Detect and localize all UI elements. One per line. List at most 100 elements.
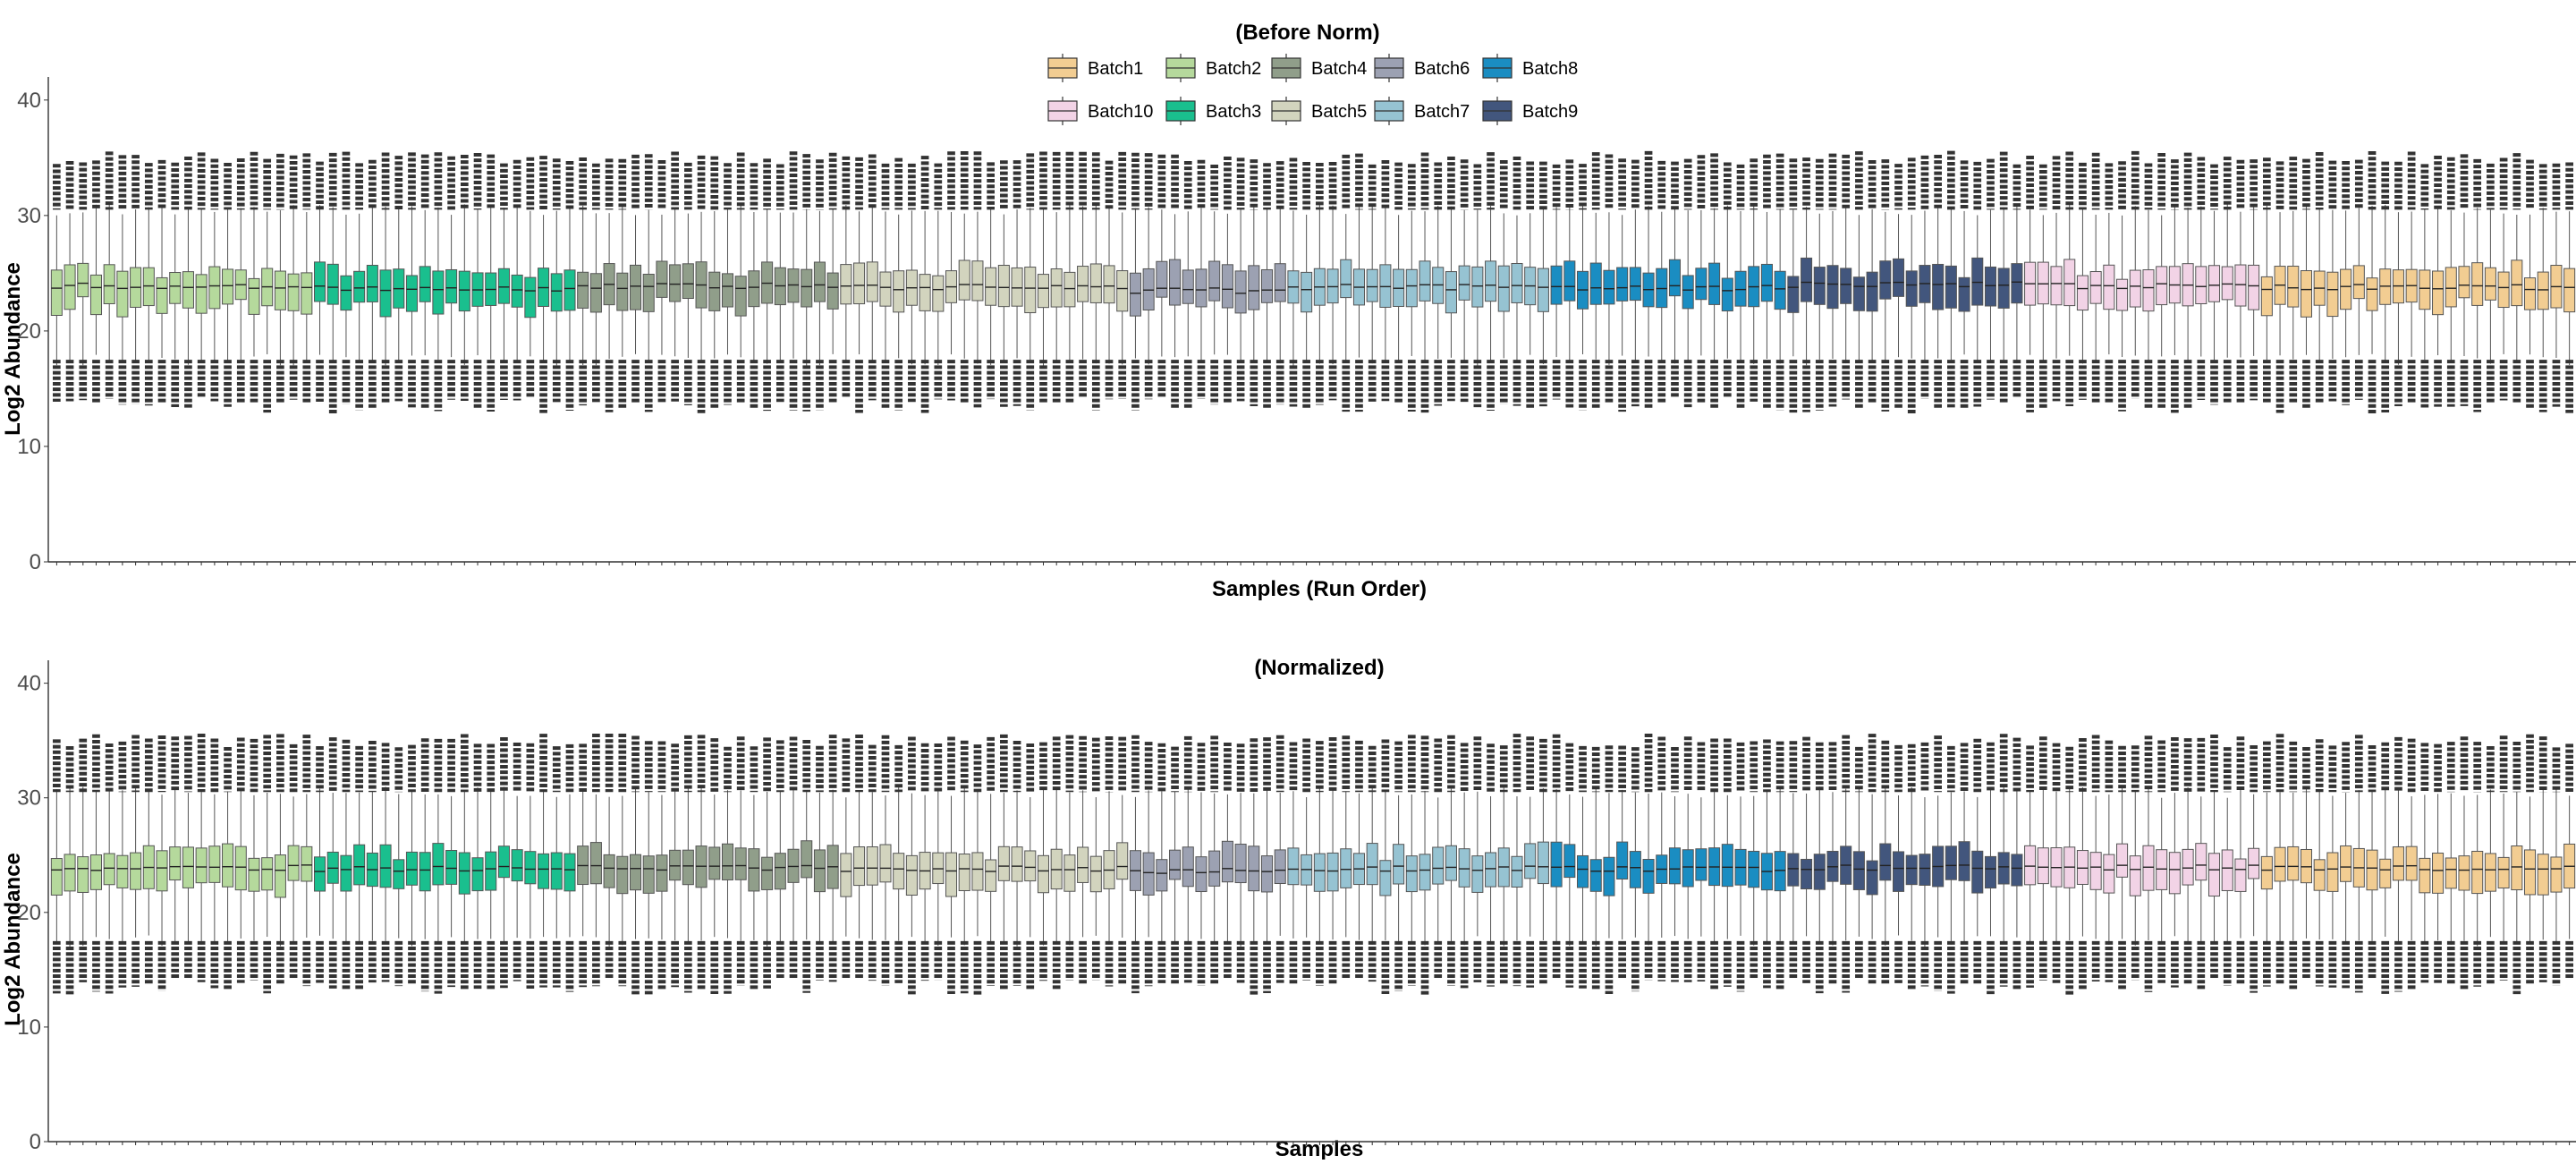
box-body bbox=[2523, 849, 2537, 896]
box bbox=[1682, 736, 1694, 982]
box bbox=[2142, 163, 2155, 410]
box-body bbox=[103, 853, 115, 886]
box bbox=[1826, 742, 1839, 984]
box-body bbox=[1840, 268, 1852, 304]
box-body bbox=[708, 846, 721, 880]
box bbox=[2497, 157, 2510, 401]
box-body bbox=[1760, 263, 1773, 302]
box-body bbox=[1511, 855, 1523, 888]
box-body bbox=[142, 267, 155, 307]
box bbox=[2076, 162, 2089, 400]
box bbox=[1195, 159, 1208, 400]
box bbox=[195, 734, 208, 982]
box bbox=[524, 743, 537, 989]
box bbox=[550, 746, 563, 988]
box bbox=[2116, 161, 2129, 412]
box bbox=[419, 154, 431, 410]
box bbox=[182, 735, 194, 980]
box bbox=[2419, 164, 2431, 408]
box-body bbox=[2550, 856, 2563, 893]
box bbox=[1208, 164, 1221, 405]
box bbox=[669, 743, 682, 988]
box-body bbox=[2182, 848, 2194, 886]
box-body bbox=[642, 274, 655, 312]
box-body bbox=[2011, 263, 2023, 304]
box bbox=[234, 158, 247, 404]
box bbox=[866, 744, 878, 981]
box bbox=[840, 738, 852, 980]
box bbox=[1445, 156, 1457, 402]
box bbox=[1497, 745, 1510, 985]
box bbox=[748, 163, 760, 410]
box-body bbox=[813, 849, 826, 893]
box bbox=[1221, 156, 1233, 404]
box bbox=[1129, 735, 1141, 994]
box-body bbox=[1195, 268, 1208, 308]
box-body bbox=[2471, 850, 2484, 895]
box bbox=[1603, 154, 1615, 404]
box-body bbox=[458, 270, 470, 312]
box-body bbox=[1971, 257, 1984, 306]
box bbox=[1787, 158, 1800, 413]
box-body bbox=[2129, 855, 2141, 896]
box bbox=[721, 163, 734, 405]
box bbox=[2379, 161, 2392, 413]
box bbox=[866, 154, 878, 401]
box bbox=[222, 747, 234, 990]
box bbox=[2523, 734, 2537, 986]
box bbox=[2221, 157, 2233, 404]
box bbox=[1485, 152, 1497, 411]
box bbox=[2234, 159, 2247, 404]
box bbox=[1340, 154, 1352, 412]
box bbox=[550, 158, 563, 403]
box bbox=[1260, 163, 1274, 409]
box bbox=[2537, 164, 2549, 412]
box bbox=[1958, 160, 1970, 409]
box-body bbox=[497, 845, 510, 879]
box-body bbox=[2432, 853, 2445, 894]
box bbox=[1748, 741, 1760, 980]
box bbox=[182, 157, 194, 408]
box bbox=[169, 736, 182, 981]
box bbox=[313, 161, 326, 402]
box bbox=[603, 158, 615, 412]
box-body bbox=[1089, 263, 1102, 303]
box bbox=[1419, 735, 1431, 995]
box bbox=[958, 740, 970, 994]
legend-label: Batch1 bbox=[1088, 59, 1143, 79]
box bbox=[261, 735, 274, 994]
x-axis-title: Samples (Run Order) bbox=[1212, 577, 1427, 601]
box bbox=[2458, 154, 2470, 406]
box-body bbox=[1497, 265, 1510, 312]
box-body bbox=[77, 262, 89, 298]
box-body bbox=[2089, 271, 2102, 304]
box-body bbox=[550, 852, 563, 890]
box-body bbox=[1695, 268, 1707, 301]
box bbox=[208, 738, 221, 989]
box-body bbox=[2458, 855, 2470, 891]
box bbox=[1852, 746, 1865, 981]
box bbox=[287, 155, 300, 400]
box-body bbox=[2405, 845, 2418, 881]
box bbox=[656, 741, 668, 990]
box bbox=[2168, 737, 2181, 988]
box-body bbox=[1524, 843, 1537, 879]
box-body bbox=[2103, 854, 2115, 894]
box bbox=[1497, 160, 1510, 404]
box bbox=[985, 162, 997, 400]
box bbox=[2563, 162, 2576, 413]
box-body bbox=[2037, 847, 2049, 885]
box bbox=[2037, 736, 2049, 981]
box-body bbox=[1866, 860, 1878, 896]
box-body bbox=[103, 264, 115, 304]
box bbox=[2260, 741, 2273, 987]
box-body bbox=[301, 845, 313, 882]
box bbox=[1971, 161, 1984, 407]
box-body bbox=[656, 260, 668, 298]
box bbox=[208, 158, 221, 402]
box bbox=[2511, 153, 2523, 404]
box bbox=[997, 734, 1010, 990]
box bbox=[1156, 743, 1168, 983]
box bbox=[1550, 734, 1563, 980]
box bbox=[1471, 736, 1484, 982]
